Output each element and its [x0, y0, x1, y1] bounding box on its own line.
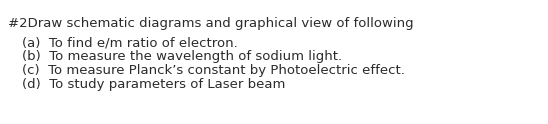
Text: (a)  To find e/m ratio of electron.: (a) To find e/m ratio of electron. [22, 36, 238, 49]
Text: (c)  To measure Planck’s constant by Photoelectric effect.: (c) To measure Planck’s constant by Phot… [22, 64, 405, 77]
Text: (d)  To study parameters of Laser beam: (d) To study parameters of Laser beam [22, 78, 286, 91]
Text: (b)  To measure the wavelength of sodium light.: (b) To measure the wavelength of sodium … [22, 50, 342, 63]
Text: #2Draw schematic diagrams and graphical view of following: #2Draw schematic diagrams and graphical … [8, 17, 414, 30]
